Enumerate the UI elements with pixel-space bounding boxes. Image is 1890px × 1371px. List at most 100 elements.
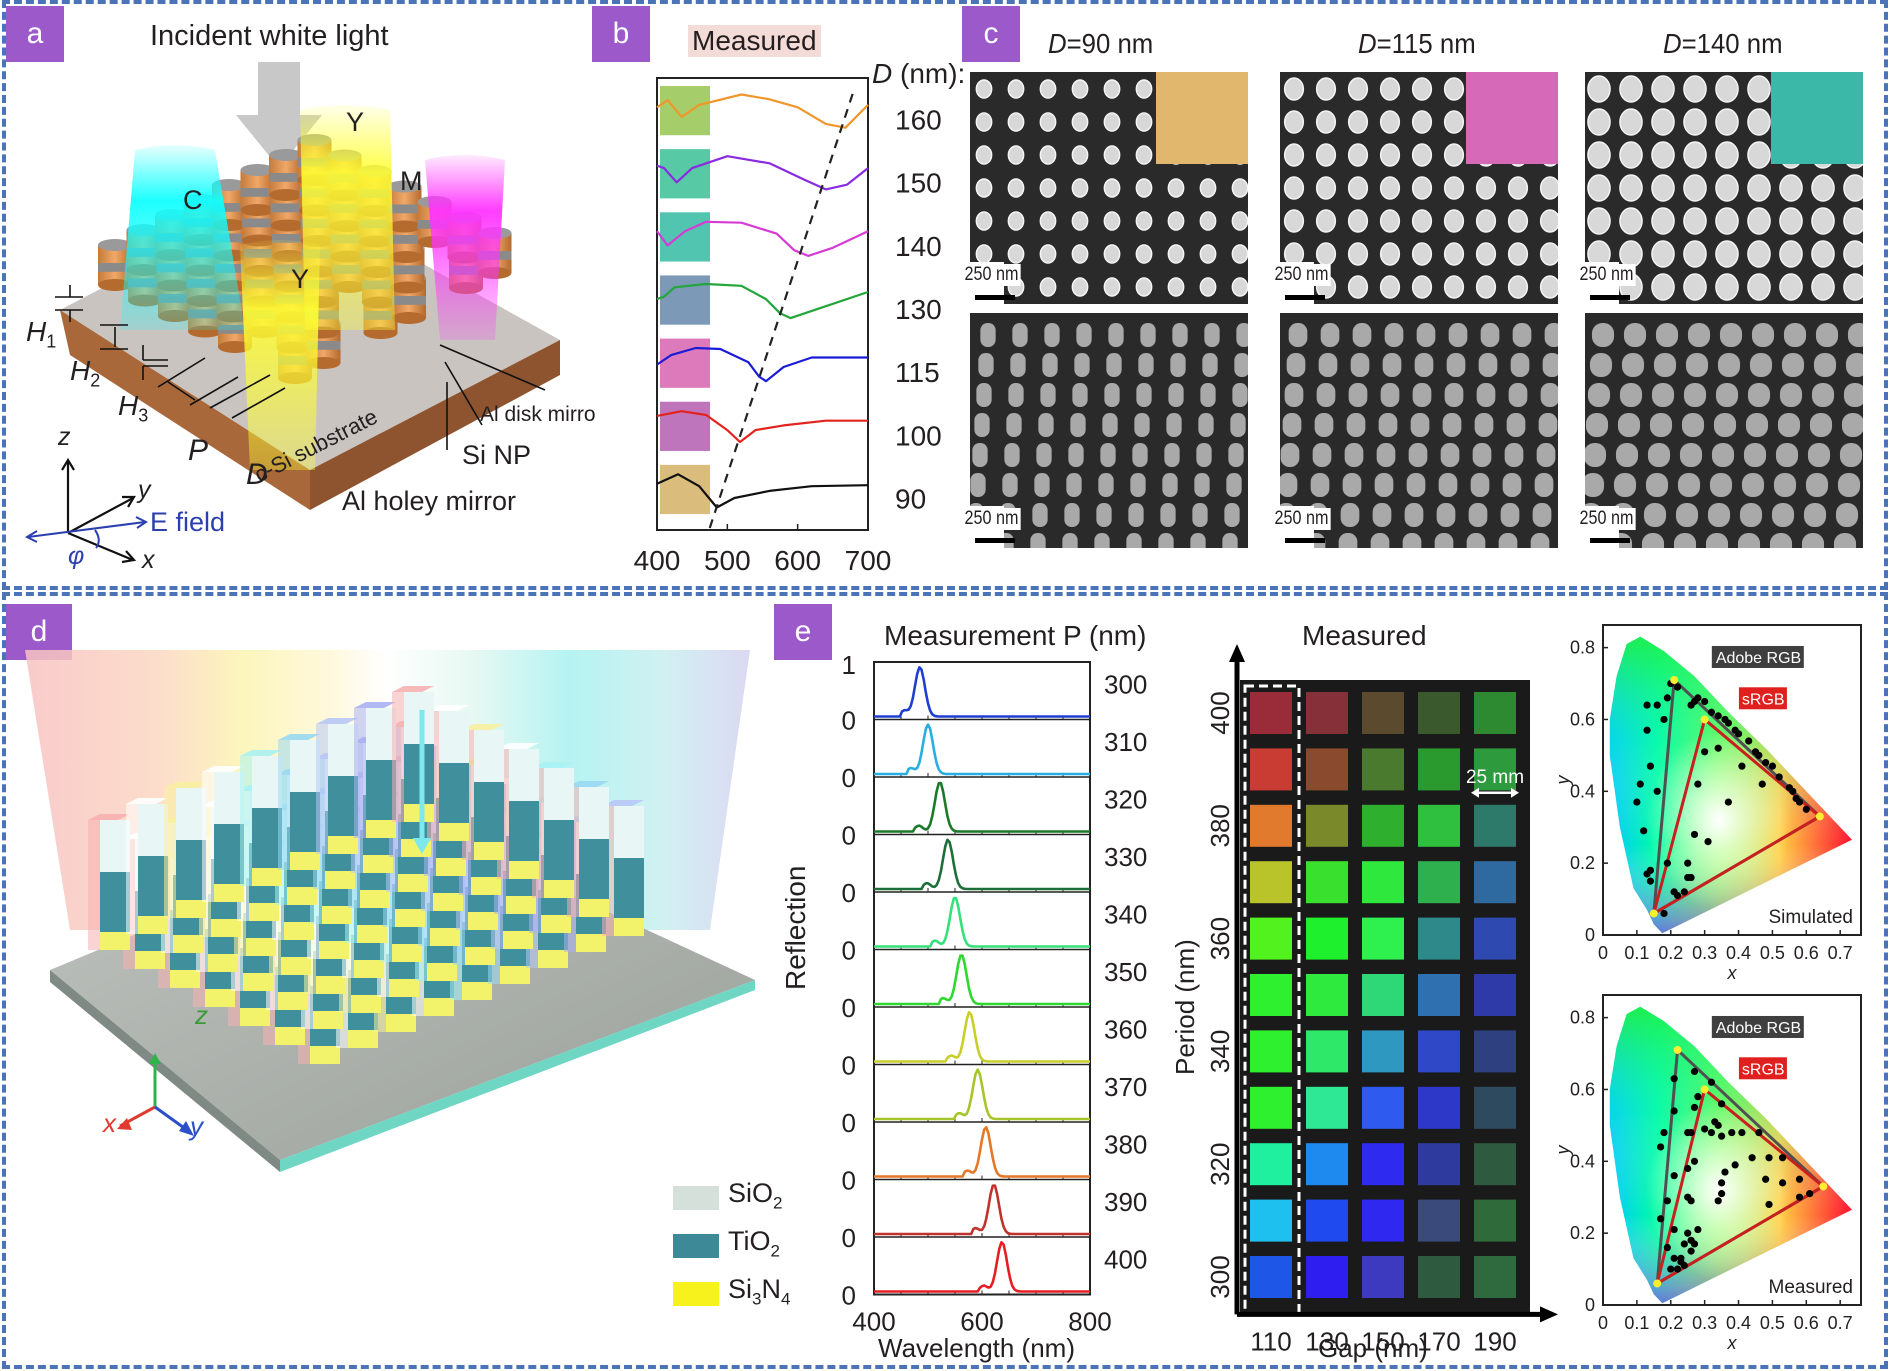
- tilted-pillar: [1282, 413, 1302, 437]
- x-axis-arrowhead: [1540, 1306, 1558, 1323]
- color-coordinate-point: [1663, 694, 1671, 702]
- trend-dashed-line: [708, 89, 855, 529]
- nanopillar-dot: [1071, 244, 1089, 264]
- color-pixel: [1306, 692, 1348, 734]
- tio2-layer: [100, 872, 130, 932]
- tio2-layer: [579, 839, 609, 899]
- color-coordinate-point: [1714, 1121, 1722, 1129]
- cie-chart-measured: Adobe RGB sRGB Measured 0 0.1 0.2 0.3 0.4 0.5 0.6…: [1553, 994, 1862, 1353]
- nanopillar-dot: [1619, 75, 1643, 103]
- period-label: 370: [1104, 1072, 1147, 1102]
- pillar-base: [240, 204, 275, 216]
- tilted-pillar: [1338, 533, 1358, 548]
- srgb-label: sRGB: [1742, 1061, 1785, 1078]
- scale-arrowhead-right: [1511, 787, 1519, 798]
- si3n4-layer: [436, 858, 466, 876]
- nanopillar-dot: [1103, 112, 1121, 132]
- nanopillar-dot: [1411, 77, 1433, 101]
- y-tick-label-zero: 0: [842, 1166, 856, 1196]
- nanopillar-dot: [1007, 79, 1025, 99]
- nanopillar-dot: [1651, 273, 1675, 301]
- si3n4-layer: [430, 928, 460, 946]
- nanopillar-dot: [1199, 244, 1217, 264]
- tilted-pillar: [1468, 503, 1488, 527]
- nanopillar-dot: [975, 112, 993, 132]
- pillar-top: [164, 782, 206, 788]
- tilted-pillar: [1506, 413, 1526, 437]
- si3n4-layer: [544, 880, 574, 898]
- nanopillar-dot: [1619, 108, 1643, 136]
- nanopillar-dot: [1315, 242, 1337, 266]
- tilted-pillar: [1717, 353, 1741, 377]
- color-coordinate-point: [1694, 1225, 1702, 1234]
- tilted-pillar: [1803, 503, 1827, 527]
- color-coordinate-point: [1690, 1067, 1699, 1076]
- period-label: 300: [1104, 670, 1147, 700]
- color-swatch: [660, 401, 710, 451]
- color-coordinate-point: [1795, 1175, 1804, 1183]
- y-tick-label-zero: 0: [842, 1223, 856, 1253]
- incident-light-title: Incident white light: [150, 20, 389, 52]
- nanopillar-dot: [1347, 77, 1369, 101]
- xyz-axes-d: [117, 1053, 194, 1136]
- color-pixel: [1306, 1030, 1348, 1073]
- sio2-layer: [614, 806, 644, 858]
- bottom-panel-frame: [2, 592, 1888, 1369]
- adobe-rgb-label: Adobe RGB: [1716, 1020, 1801, 1037]
- srgb-label-bg: [1738, 1057, 1787, 1080]
- y-tick-label-zero: 0: [842, 1108, 856, 1138]
- nanopillar-dot: [1135, 79, 1153, 99]
- tilted-pillar: [1613, 473, 1637, 497]
- tilted-pillar: [1222, 533, 1238, 548]
- si3n4-layer: [538, 950, 568, 968]
- nanopillar-dot: [1507, 242, 1529, 266]
- nanopillar-dot: [1683, 207, 1707, 235]
- tilted-pillar: [1286, 353, 1306, 377]
- reflection-ylabel: Reflection: [780, 865, 811, 990]
- color-coordinate-point: [1660, 1128, 1668, 1137]
- tilted-pillar: [1074, 353, 1090, 377]
- tilted-pillar: [1470, 473, 1490, 497]
- tilted-pillar: [1288, 323, 1308, 347]
- color-coordinate-point: [1673, 891, 1682, 900]
- color-pixel: [1362, 1256, 1404, 1298]
- color-coordinate-point: [1717, 1100, 1726, 1108]
- scale-bar: [975, 538, 1015, 543]
- si3n4-layer: [474, 842, 504, 860]
- si3n4-layer: [354, 960, 384, 978]
- tilted-pillar: [1372, 503, 1392, 527]
- white-point-glow: [1609, 636, 1852, 934]
- reflected-color-swatch: [1466, 72, 1558, 164]
- nanopillar-dot: [1715, 174, 1739, 202]
- tilted-pillar: [1845, 353, 1863, 377]
- axis-z-label-d: z: [195, 1000, 208, 1030]
- tilted-pillar: [1707, 503, 1731, 527]
- pillar-top: [387, 180, 422, 193]
- reflection-spectrum-line: [874, 1184, 1090, 1236]
- y-tick-label-zero: 0: [842, 763, 856, 793]
- tilted-pillar: [1783, 323, 1807, 347]
- scale-bar-label: 250 nm: [1272, 264, 1331, 286]
- tilted-pillar: [1440, 443, 1460, 467]
- pillar-base: [392, 312, 426, 324]
- chart-annotation: Measured: [1769, 1277, 1854, 1298]
- white-point-glow: [1609, 1006, 1852, 1304]
- tilted-pillar: [1480, 323, 1500, 347]
- sio2-layer: [252, 756, 282, 808]
- x-tick-label: 400: [634, 545, 681, 576]
- tilted-pillar: [1530, 533, 1550, 548]
- srgb-label: sRGB: [1742, 691, 1785, 708]
- pillar-base: [218, 341, 252, 353]
- nanopillar-dot: [975, 211, 993, 231]
- tilted-pillar: [1653, 353, 1677, 377]
- tio2-layer: [366, 760, 396, 820]
- color-coordinate-point: [1789, 787, 1797, 795]
- pillar-top: [567, 781, 609, 787]
- x-tick-label: 400: [852, 1307, 895, 1337]
- tilted-pillar: [1811, 383, 1835, 407]
- nanopillar-dot: [1347, 242, 1369, 266]
- gap-tick-label: 110: [1250, 1326, 1291, 1356]
- color-swatch: [660, 86, 710, 136]
- pillar-top: [392, 686, 434, 692]
- tilted-pillar: [1370, 533, 1390, 548]
